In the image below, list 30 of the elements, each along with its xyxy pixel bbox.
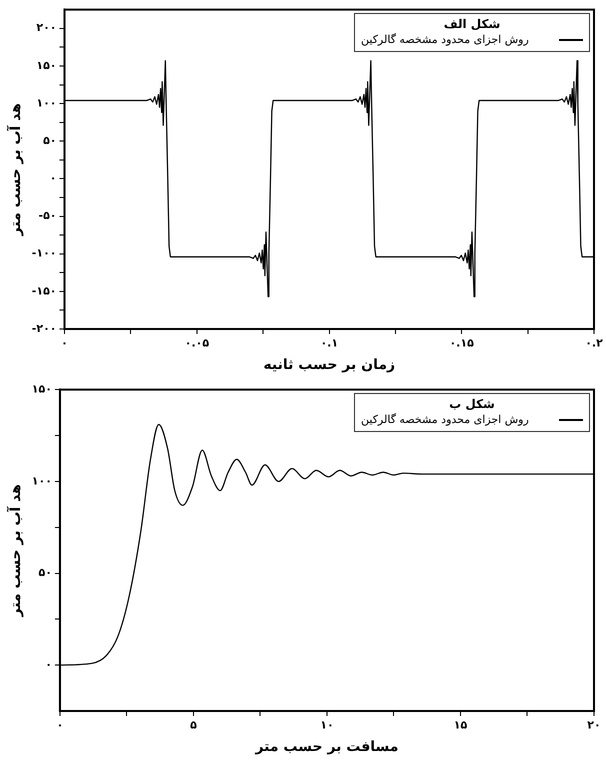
x-tick-label: ۰.۲ <box>585 336 604 350</box>
y-tick-label: -۲۰۰ <box>32 322 57 335</box>
x-tick-label: ۰.۱۵ <box>449 336 474 350</box>
y-tick-label: ۵۰ <box>43 134 57 147</box>
x-tick-label: ۰ <box>61 336 68 350</box>
y-tick-label: -۵۰ <box>38 209 57 222</box>
x-tick-label: ۱۵ <box>454 718 468 732</box>
y-tick-label: ۰ <box>45 658 52 671</box>
text: روش اجزای محدود مشخصه گالرکین <box>361 412 529 428</box>
y-tick-label: ۵۰ <box>38 566 52 580</box>
y-tick-label: ۱۰۰ <box>32 474 52 488</box>
y-tick-label: ۱۰۰ <box>36 96 57 110</box>
x-axis-title: زمان بر حسب ثانیه <box>263 357 396 374</box>
y-tick-label: ۰ <box>50 172 57 185</box>
y-tick-label: -۱۵۰ <box>32 284 57 298</box>
y-axis-title: هد آب بر حسب متر <box>6 103 24 236</box>
legend-title: شکل ب <box>448 396 496 412</box>
x-tick-label: ۰.۰۵ <box>184 336 210 350</box>
y-tick-label: ۱۵۰ <box>36 58 57 72</box>
y-tick-label: ۲۰۰ <box>36 21 57 34</box>
y-tick-label: -۱۰۰ <box>32 246 57 260</box>
x-tick-label: ۲۰ <box>587 718 601 732</box>
x-tick-label: ۵ <box>190 718 198 732</box>
y-tick-label: ۱۵۰ <box>32 382 52 396</box>
series-label: روش اجزای محدود مشخصه گالرکین <box>361 32 529 48</box>
legend-title: شکل الف <box>442 16 502 32</box>
x-axis-title: مسافت بر حسب متر <box>254 739 398 756</box>
x-tick-label: ۰.۱ <box>320 336 338 350</box>
x-tick-label: ۱۰ <box>320 718 334 732</box>
y-axis-title: هد آب بر حسب متر <box>6 484 24 618</box>
